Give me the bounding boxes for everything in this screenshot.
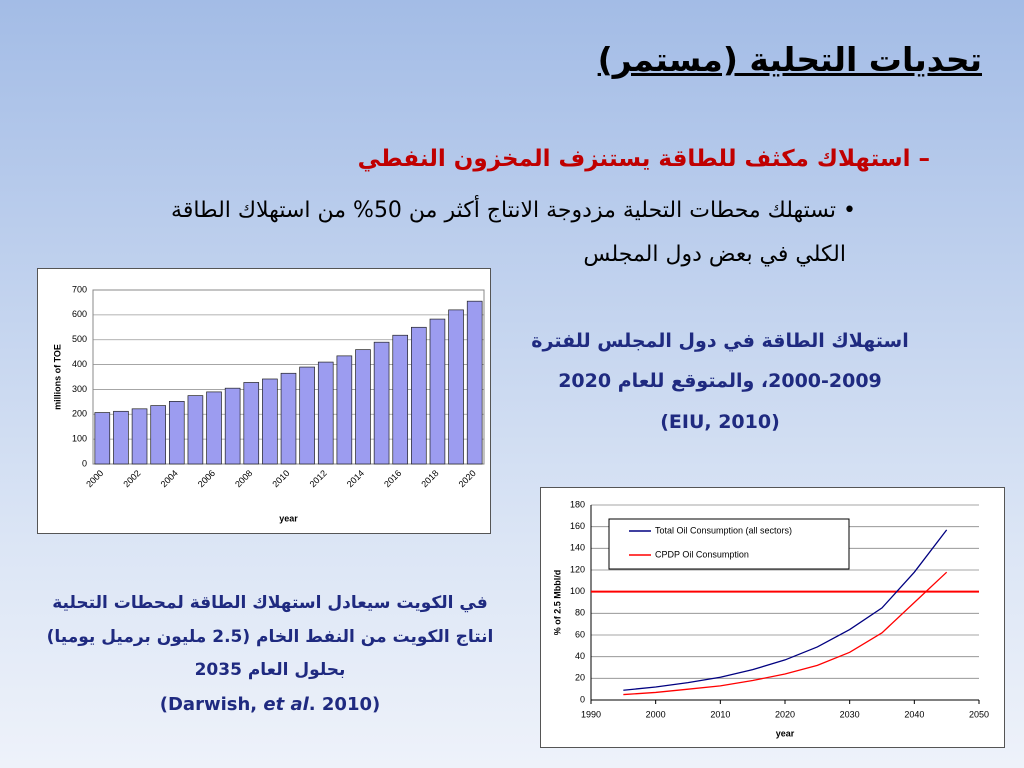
y-tick-label: 500 [72, 334, 87, 344]
y-tick-label: 600 [72, 309, 87, 319]
legend-label: CPDP Oil Consumption [655, 549, 749, 559]
bar [317, 361, 334, 465]
bar [168, 401, 185, 465]
bar [392, 334, 409, 465]
y-tick-label: 0 [82, 458, 87, 468]
bar [299, 366, 315, 465]
y-tick-label: 140 [570, 543, 585, 553]
bar [243, 382, 260, 465]
subheading: – استهلاك مكثف للطاقة يستنزف المخزون الن… [357, 146, 930, 172]
bar [113, 410, 129, 465]
x-tick-label: 2012 [308, 468, 329, 489]
bar [131, 408, 148, 465]
y-axis-label: % of 2.5 Mbbl/d [552, 570, 562, 636]
bar [448, 309, 464, 465]
bar [466, 300, 483, 465]
citation-part: et al [263, 694, 309, 715]
x-tick-label: 2002 [121, 468, 142, 489]
bar [187, 395, 204, 465]
x-axis-label: year [776, 728, 795, 738]
bar [373, 341, 390, 465]
caption-line: في الكويت سيعادل استهلاك الطاقة لمحطات ا… [52, 593, 488, 613]
x-tick-label: 2008 [233, 468, 254, 489]
line-series [623, 571, 948, 696]
y-tick-label: 20 [575, 673, 585, 683]
y-tick-label: 180 [570, 499, 585, 509]
x-tick-label: 2016 [382, 468, 403, 489]
x-tick-label: 2010 [270, 468, 291, 489]
y-tick-label: 200 [72, 409, 87, 419]
caption-line: 2000-2009، والمتوقع للعام 2020 [558, 370, 882, 392]
bar [150, 405, 166, 465]
y-axis-label: millions of TOE [52, 344, 62, 410]
x-tick-label: 1990 [581, 709, 601, 719]
bar [429, 318, 446, 465]
x-tick-label: 2030 [840, 709, 860, 719]
citation-part: (Darwish, [159, 694, 258, 715]
bullet-line: • تستهلك محطات التحلية مزدوجة الانتاج أك… [171, 198, 856, 223]
x-tick-label: 2020 [457, 468, 478, 489]
caption-line: (EIU, 2010) [660, 411, 780, 433]
x-tick-label: 2018 [419, 468, 440, 489]
x-tick-label: 2040 [904, 709, 924, 719]
caption-line: انتاج الكويت من النفط الخام (2.5 مليون ب… [46, 627, 494, 647]
x-tick-label: 2010 [710, 709, 730, 719]
citation: (Darwish, et al. 2010) [20, 694, 520, 715]
legend-box [608, 518, 850, 570]
x-tick-label: 2050 [969, 709, 989, 719]
legend-label: Total Oil Consumption (all sectors) [655, 525, 792, 535]
y-tick-label: 100 [570, 586, 585, 596]
y-tick-label: 60 [575, 629, 585, 639]
y-tick-label: 300 [72, 384, 87, 394]
y-tick-label: 160 [570, 521, 585, 531]
bar [280, 372, 297, 465]
citation-part: . 2010) [308, 694, 381, 715]
y-tick-label: 700 [72, 284, 87, 294]
slide-title: تحديات التحلية (مستمر) [597, 40, 982, 79]
bar [355, 349, 371, 465]
line-series [623, 529, 948, 691]
x-tick-label: 2000 [84, 468, 105, 489]
x-tick-label: 2004 [159, 468, 180, 489]
y-tick-label: 100 [72, 434, 87, 444]
x-axis-label: year [279, 513, 298, 523]
bar [206, 391, 222, 465]
caption-line: استهلاك الطاقة في دول المجلس للفترة [531, 330, 909, 352]
y-tick-label: 40 [575, 651, 585, 661]
bar [224, 387, 241, 465]
y-tick-label: 120 [570, 564, 585, 574]
bar [411, 326, 427, 465]
y-tick-label: 0 [580, 694, 585, 704]
x-tick-label: 2020 [775, 709, 795, 719]
x-tick-label: 2014 [345, 468, 366, 489]
bar [94, 412, 111, 465]
caption-line: بحلول العام 2035 [194, 660, 346, 680]
bullet-line: الكلي في بعض دول المجلس [583, 242, 846, 267]
bar [262, 378, 278, 465]
bar [336, 355, 353, 465]
x-tick-label: 2000 [646, 709, 666, 719]
y-tick-label: 400 [72, 359, 87, 369]
chart: 0 100 200 300 400 500 600 700 millions of TOE yea… [37, 268, 491, 534]
x-tick-label: 2006 [196, 468, 217, 489]
y-tick-label: 80 [575, 608, 585, 618]
